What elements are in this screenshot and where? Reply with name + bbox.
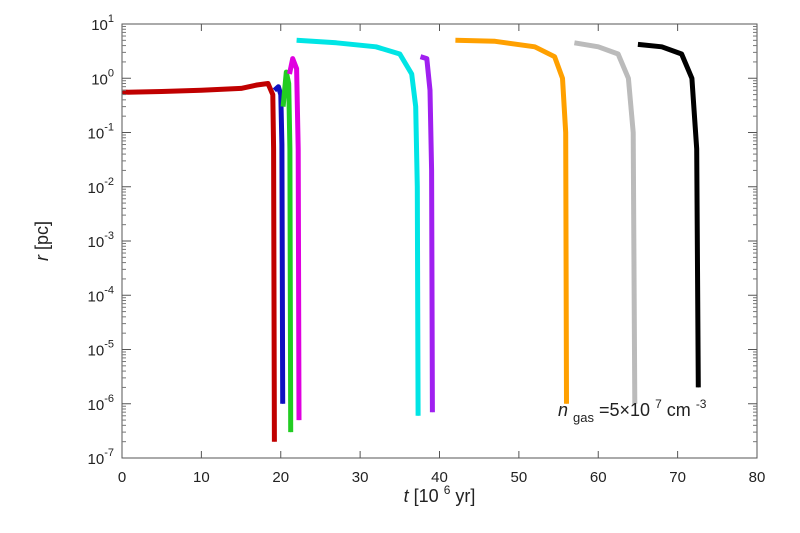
x-tick-label: 30 [352, 469, 369, 486]
x-axis-sup: 6 [444, 483, 451, 497]
y-tick-label: 100 [91, 67, 114, 88]
y-tick-base: 10 [88, 288, 105, 305]
x-tick-label: 60 [590, 469, 607, 486]
x-tick-label: 10 [193, 469, 210, 486]
y-axis-title: r [pc] [32, 221, 52, 261]
series-0-tail [272, 148, 276, 442]
x-tick-label: 50 [511, 469, 528, 486]
annot-var: n [558, 400, 568, 420]
x-tick-label: 20 [272, 469, 289, 486]
x-tick-label: 0 [118, 469, 126, 486]
annot-eq: =5×10 [599, 400, 650, 420]
y-tick-label: 10-4 [88, 284, 114, 305]
y-axis-var: r [32, 254, 52, 261]
y-tick-base: 10 [88, 397, 105, 414]
y-tick-label: 10-3 [88, 230, 114, 251]
series-4-tail [416, 186, 419, 416]
x-tick-label: 40 [431, 469, 448, 486]
series-5-band [419, 54, 435, 413]
y-tick-label: 101 [91, 13, 114, 34]
y-tick-base: 10 [88, 126, 105, 143]
y-tick-exp: -4 [104, 284, 114, 296]
annot-sup1: 7 [655, 397, 662, 411]
series-6-tail [565, 132, 568, 404]
y-tick-label: 10-5 [88, 339, 114, 360]
x-axis-var: t [404, 486, 410, 506]
x-axis-title: t [10 6 yr] [404, 478, 476, 506]
y-tick-base: 10 [88, 234, 105, 251]
x-tick-label: 70 [669, 469, 686, 486]
y-tick-exp: -6 [104, 393, 114, 405]
y-tick-base: 10 [91, 17, 108, 34]
y-tick-exp: -5 [104, 339, 114, 351]
y-tick-exp: -2 [104, 176, 114, 188]
series-1-tail [281, 144, 284, 404]
series-layer [121, 37, 701, 442]
y-tick-label: 10-7 [88, 447, 114, 468]
series-4-band [296, 37, 421, 416]
y-tick-label: 10-1 [88, 122, 114, 143]
y-tick-label: 10-6 [88, 393, 114, 414]
series-8-tail [696, 148, 699, 388]
y-tick-exp: -7 [104, 447, 114, 459]
annot-sup2: -3 [696, 397, 707, 411]
series-0-band [121, 81, 277, 442]
annot-sub: gas [573, 410, 594, 425]
density-annotation: n gas =5×10 7 cm -3 [558, 392, 707, 426]
y-tick-exp: -1 [104, 122, 114, 134]
y-tick-exp: 1 [108, 13, 114, 25]
y-axis-text: [pc] [32, 221, 52, 250]
y-tick-exp: 0 [108, 67, 114, 79]
x-axis-text: [10 [414, 486, 439, 506]
series-8-band [637, 41, 701, 388]
y-tick-exp: -3 [104, 230, 114, 242]
x-tick-label: 80 [749, 469, 766, 486]
ticks-layer: 0 10 20 30 40 50 60 70 8010110010-110-210-310-41… [88, 13, 766, 486]
y-tick-base: 10 [91, 71, 108, 88]
series-2-tail [289, 148, 292, 433]
x-axis-tail: yr] [455, 486, 475, 506]
y-tick-base: 10 [88, 451, 105, 468]
series-7-band [573, 40, 638, 404]
series-5-tail [430, 170, 434, 413]
annot-unit: cm [667, 400, 691, 420]
series-6-band [455, 37, 569, 404]
y-tick-label: 10-2 [88, 176, 114, 197]
series-7-tail [632, 132, 636, 404]
y-tick-base: 10 [88, 180, 105, 197]
y-tick-base: 10 [88, 343, 105, 360]
series-3-tail [297, 148, 300, 421]
